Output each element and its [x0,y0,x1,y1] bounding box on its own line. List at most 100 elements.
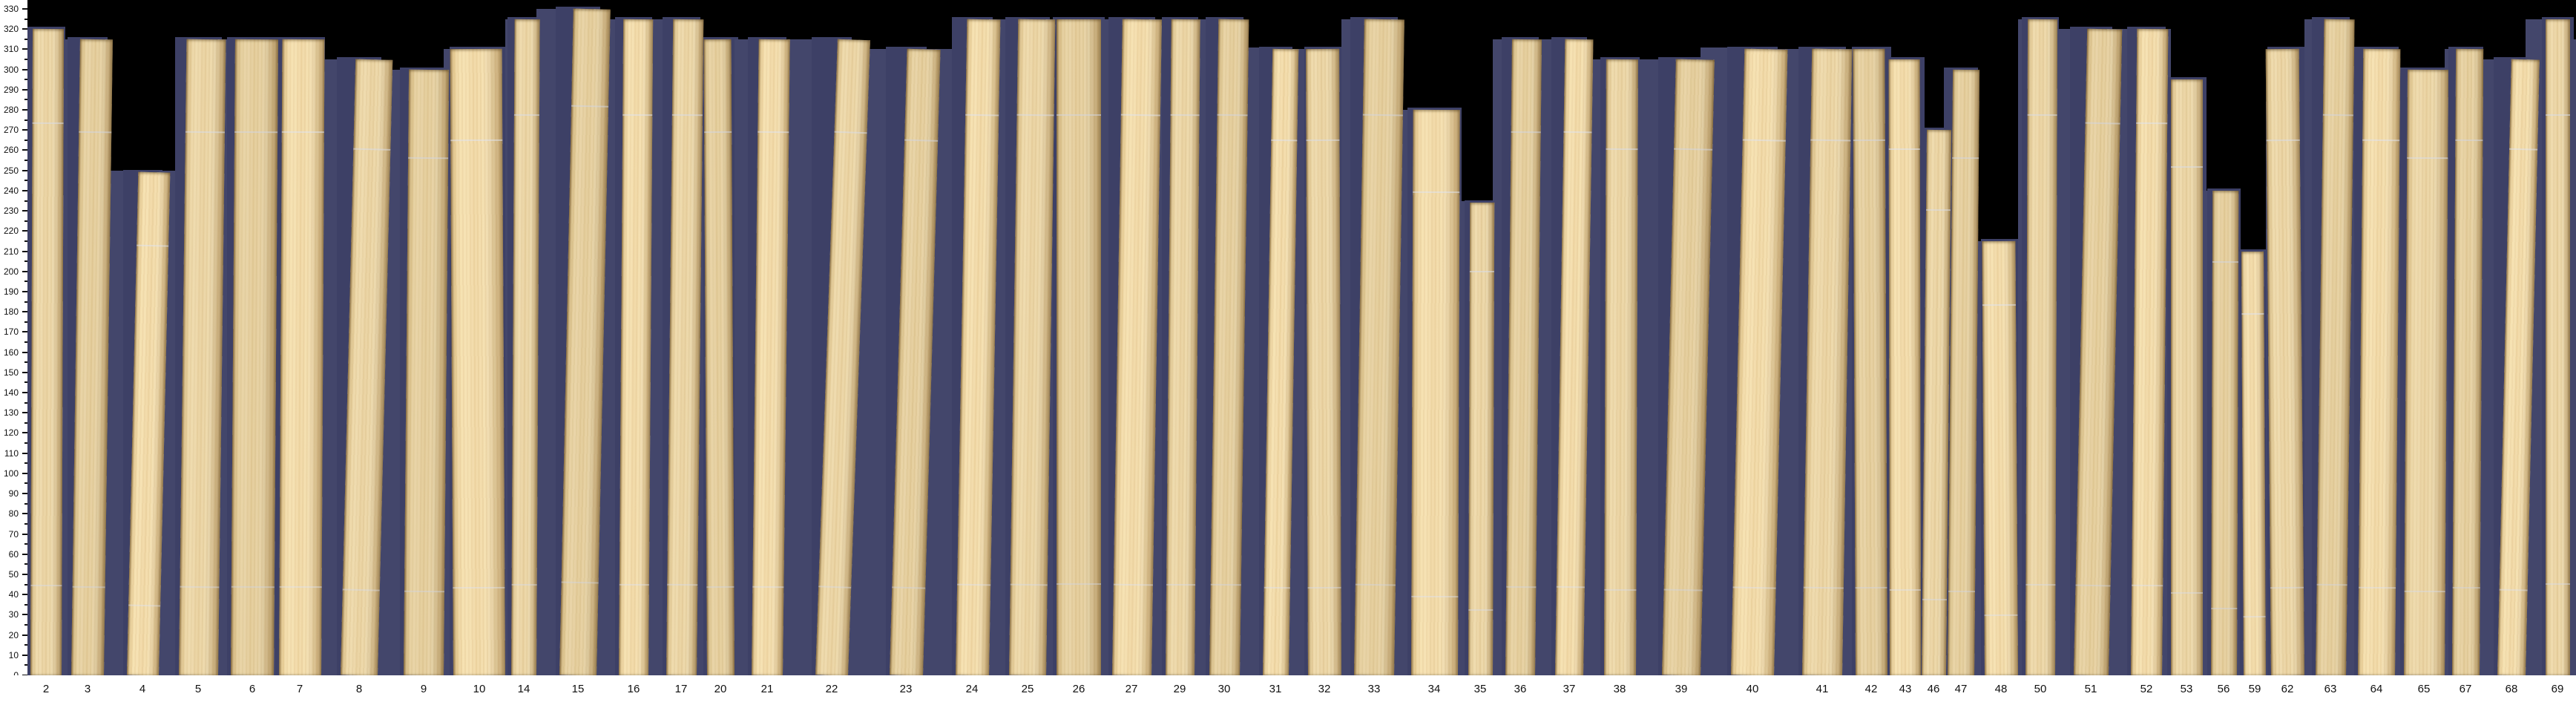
y-minor-tick [24,522,28,525]
y-major-tick [22,109,28,111]
wire-line-upper [1952,157,1979,160]
bar-plank-52 [2131,29,2169,675]
wire-line-lower [1010,583,1048,586]
wire-line-upper [2266,140,2300,142]
bar-plank-67 [2451,49,2483,675]
bar-plank-34 [1410,109,1460,675]
y-major-tick [22,210,28,212]
bar-plank-2 [30,29,65,675]
wire-line-upper [79,131,112,134]
y-tick-label: 230 [3,206,19,217]
y-minor-tick [24,401,28,404]
y-major-tick [22,250,28,252]
y-major-tick [22,573,28,575]
y-tick-label: 200 [3,266,19,277]
y-tick-label: 60 [8,548,19,560]
y-minor-tick [24,18,28,20]
y-tick-label: 110 [4,447,19,459]
y-tick-label: 160 [3,347,19,358]
bar-plank-14 [511,19,540,675]
bar-plank-32 [1305,49,1341,675]
y-minor-tick [24,79,28,81]
x-tick-label-33: 33 [1367,683,1381,695]
y-minor-tick [24,341,28,343]
y-major-tick [22,392,28,394]
x-tick-label-68: 68 [2505,683,2518,695]
bar-plank-48 [1981,240,2018,675]
wire-line-upper [1412,191,1459,194]
x-tick-label-63: 63 [2324,683,2337,695]
backdrop-gap [2017,19,2025,675]
wire-line-upper [1217,114,1248,117]
wire-line-lower [1854,587,1887,589]
y-major-tick [22,452,28,454]
y-tick-label: 100 [3,468,19,479]
bar-plank-16 [619,19,654,675]
backdrop-gap [648,19,666,675]
y-tick-label: 30 [8,609,19,620]
wire-line-lower [342,588,380,591]
y-axis: 0102030405060708090100110120130140150160… [0,0,28,681]
wire-line-lower [1603,588,1636,591]
wire-line-lower [1948,590,1975,592]
bar-plank-43 [1888,59,1921,675]
y-tick-label: 210 [3,246,19,257]
y-major-tick [22,290,28,292]
y-major-tick [22,189,28,191]
wire-line-upper [965,114,999,117]
y-tick-label: 280 [3,105,19,116]
y-minor-tick [24,502,28,505]
wire-line-lower [2499,588,2528,591]
bar-plank-59 [2241,251,2266,675]
wire-line-upper [1888,148,1920,151]
bar-plank-5 [178,39,226,675]
x-tick-label-4: 4 [139,683,146,695]
bar-plank-64 [2358,49,2401,675]
bar-plank-20 [703,39,735,675]
x-tick-label-46: 46 [1927,683,1940,695]
wire-line-lower [453,587,505,590]
y-tick-label: 80 [8,508,19,519]
x-tick-label-31: 31 [1269,683,1282,695]
x-tick-label-35: 35 [1473,683,1487,695]
wire-line-upper [1674,148,1713,151]
y-major-tick [22,533,28,535]
x-tick-label-5: 5 [194,683,202,695]
y-minor-tick [24,59,28,61]
y-major-tick [22,614,28,616]
wire-line-lower [1663,588,1703,591]
bar-plank-53 [2170,79,2203,675]
y-minor-tick [24,160,28,162]
wire-line-upper [1925,209,1951,211]
y-major-tick [22,493,28,495]
wire-line-upper [513,114,539,116]
x-tick-label-42: 42 [1864,683,1878,695]
y-tick-label: 130 [3,407,19,419]
bar-plank-69 [2545,19,2570,675]
x-tick-label-52: 52 [2140,683,2153,695]
y-minor-tick [24,301,28,303]
wire-line-upper [234,131,278,134]
x-tick-label-56: 56 [2217,683,2230,695]
x-tick-label-64: 64 [2370,683,2383,695]
y-major-tick [22,8,28,10]
bar-plank-9 [404,69,450,675]
y-major-tick [22,351,28,353]
wire-line-upper [1305,140,1339,142]
x-tick-label-43: 43 [1899,683,1912,695]
backdrop-gap [734,39,752,675]
y-tick-label: 140 [3,387,19,399]
y-minor-tick [24,260,28,263]
wire-line-upper [1057,114,1101,116]
wire-line-lower [2359,587,2396,590]
wire-line-lower [1057,583,1101,586]
y-tick-label: 120 [3,427,19,439]
wire-line-lower [666,583,697,586]
y-minor-tick [24,422,28,424]
wire-line-lower [1556,586,1585,588]
wire-line-upper [1742,140,1786,142]
wire-line-lower [2545,583,2570,586]
x-tick-label-51: 51 [2084,683,2097,695]
y-minor-tick [24,381,28,384]
wire-line-upper [2241,312,2264,315]
